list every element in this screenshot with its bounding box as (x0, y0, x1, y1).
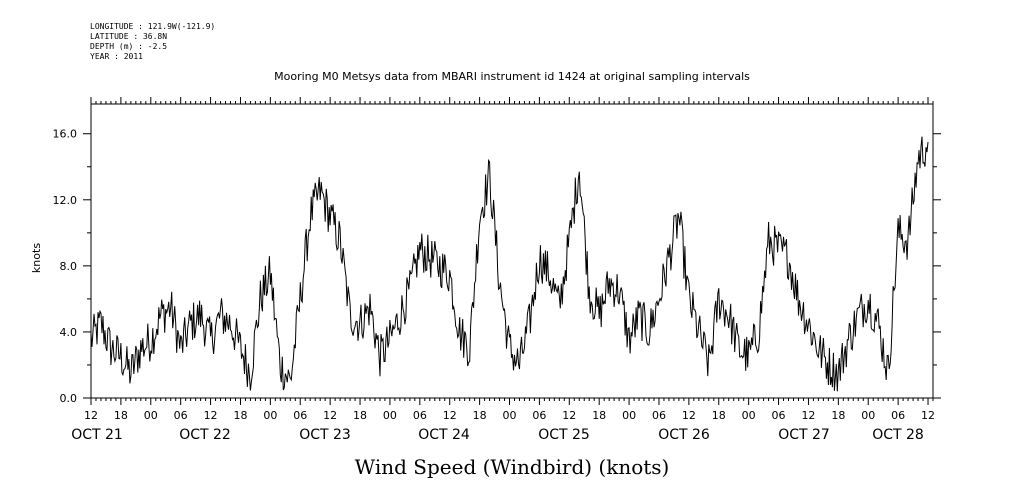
x-hour-tick-label: 06 (772, 409, 786, 422)
longitude-text: LONGITUDE : 121.9W(-121.9) (90, 22, 216, 31)
x-day-label: OCT 24 (418, 427, 470, 443)
x-hour-tick-label: 00 (144, 409, 158, 422)
x-hour-tick-label: 06 (532, 409, 546, 422)
plot-frame (90, 103, 934, 399)
x-hour-tick-label: 12 (801, 409, 815, 422)
x-hour-tick-label: 18 (353, 409, 367, 422)
x-day-label: OCT 25 (538, 427, 590, 443)
x-day-label: OCT 21 (71, 427, 123, 443)
mooring-metadata: LONGITUDE : 121.9W(-121.9) LATITUDE : 36… (90, 22, 215, 62)
x-day-label: OCT 28 (872, 427, 924, 443)
y-tick-label: 4.0 (60, 326, 78, 339)
x-hour-tick-label: 06 (174, 409, 188, 422)
x-hour-tick-label: 00 (742, 409, 756, 422)
x-hour-tick-label: 12 (323, 409, 337, 422)
x-day-label: OCT 26 (658, 427, 710, 443)
x-hour-tick-label: 06 (293, 409, 307, 422)
x-hour-tick-label: 18 (712, 409, 726, 422)
x-hour-tick-label: 18 (114, 409, 128, 422)
x-hour-tick-label: 18 (592, 409, 606, 422)
depth-text: DEPTH (m) : -2.5 (90, 42, 168, 51)
y-tick-label: 12.0 (53, 194, 78, 207)
x-day-label: OCT 27 (778, 427, 830, 443)
x-hour-tick-label: 06 (413, 409, 427, 422)
x-hour-tick-label: 12 (204, 409, 218, 422)
y-tick-label: 0.0 (60, 392, 78, 405)
x-hour-tick-label: 12 (443, 409, 457, 422)
wind-speed-series-line (90, 136, 929, 392)
x-day-label: OCT 23 (299, 427, 351, 443)
x-hour-tick-label: 06 (891, 409, 905, 422)
x-axis-label: Wind Speed (Windbird) (knots) (355, 455, 670, 479)
x-hour-tick-label: 00 (383, 409, 397, 422)
y-axis-label: knots (30, 243, 43, 273)
x-hour-tick-label: 12 (921, 409, 935, 422)
x-hour-tick-label: 12 (682, 409, 696, 422)
chart-title: Mooring M0 Metsys data from MBARI instru… (274, 70, 750, 83)
x-hour-tick-label: 18 (831, 409, 845, 422)
y-tick-label: 8.0 (60, 260, 78, 273)
x-hour-tick-label: 00 (503, 409, 517, 422)
x-hour-tick-label: 18 (233, 409, 247, 422)
x-hour-tick-label: 12 (562, 409, 576, 422)
x-hour-tick-label: 12 (84, 409, 98, 422)
latitude-text: LATITUDE : 36.8N (90, 32, 168, 41)
x-hour-tick-label: 00 (622, 409, 636, 422)
x-hour-tick-label: 00 (861, 409, 875, 422)
x-day-label: OCT 22 (179, 427, 231, 443)
y-tick-label: 16.0 (53, 128, 78, 141)
x-hour-tick-label: 06 (652, 409, 666, 422)
x-hour-tick-label: 18 (473, 409, 487, 422)
axes: 12 18 00 06 12 18 00 06 12 18 00 06 12 18 00 06 12 18 00 06… (53, 97, 941, 443)
x-hour-tick-label: 00 (263, 409, 277, 422)
year-text: YEAR : 2011 (90, 52, 143, 61)
